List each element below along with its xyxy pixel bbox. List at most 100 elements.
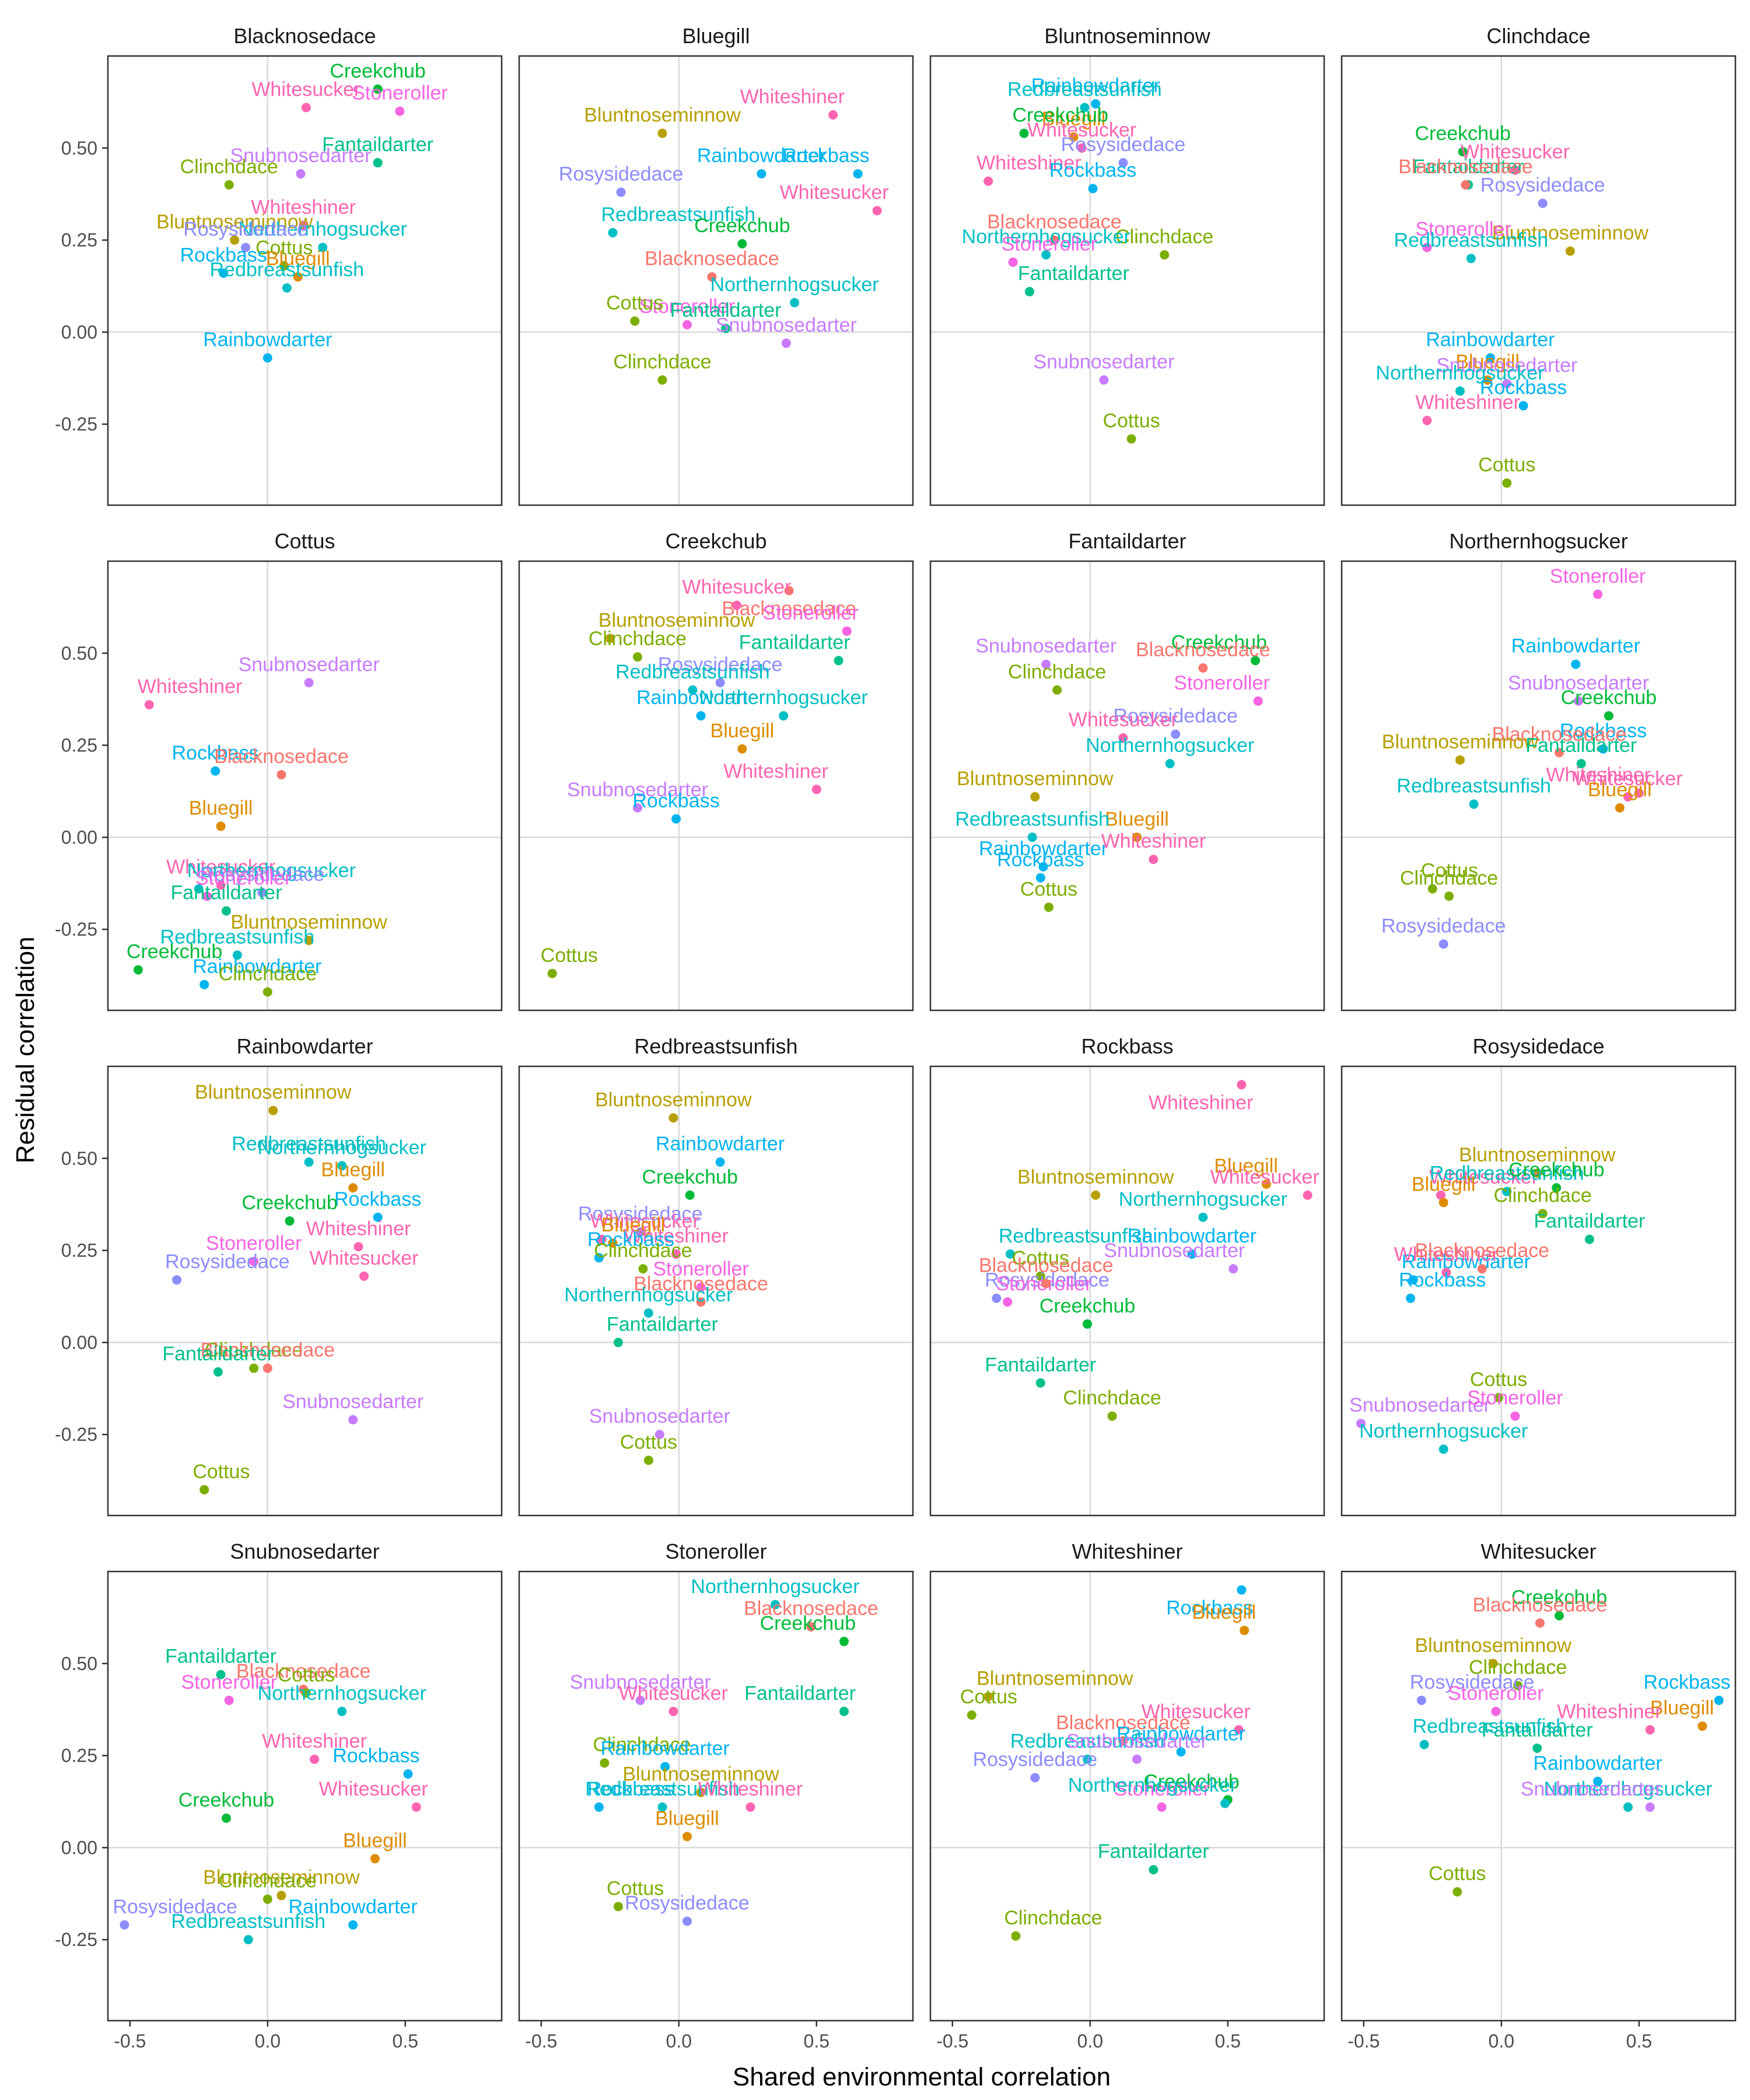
point-label: Creekchub	[1508, 1158, 1604, 1181]
point-creekchub	[1458, 147, 1468, 157]
point-whitesucker	[732, 600, 741, 610]
x-tick-label: -0.5	[525, 2031, 557, 2052]
point-label: Snubnosedarter	[1033, 351, 1174, 373]
point-label: Redbreastsunfish	[955, 808, 1110, 830]
point-whitesucker	[301, 103, 311, 113]
panel-title: Rosysidedace	[1472, 1034, 1604, 1058]
panel-background	[519, 56, 913, 505]
point-whitesucker	[668, 1706, 678, 1716]
point-stoneroller	[1491, 1706, 1501, 1716]
point-label: Creekchub	[1561, 687, 1657, 709]
point-whiteshiner	[1645, 1725, 1655, 1735]
point-cottus	[1035, 1271, 1045, 1281]
point-label: Snubnosedarter	[1521, 1778, 1662, 1800]
panel-blacknosedace: Blacknosedace CreekchubStonerollerWhitesu…	[107, 24, 503, 506]
panel-background	[519, 1572, 913, 2021]
point-blacknosedace	[806, 1622, 816, 1632]
point-rainbowdarter	[715, 1157, 725, 1167]
point-label: Clinchdace	[1115, 226, 1213, 248]
point-clinchdace	[224, 180, 234, 190]
point-bluntnoseminnow	[268, 1105, 278, 1115]
point-cottus	[547, 968, 557, 978]
point-stoneroller	[1003, 1297, 1013, 1307]
point-rosysidedace	[1416, 1695, 1426, 1705]
point-label: Rosysidedace	[183, 218, 308, 240]
point-label: Cottus	[620, 1431, 677, 1453]
point-cottus	[200, 1485, 209, 1494]
point-label: Snubnosedarter	[567, 779, 708, 801]
point-blacknosedace	[1554, 748, 1564, 758]
panel-background	[1342, 56, 1735, 505]
point-blacknosedace	[784, 586, 794, 596]
point-bluegill	[1132, 832, 1142, 842]
point-whiteshiner	[1441, 1268, 1451, 1278]
y-tick-label: 0.25	[61, 1745, 97, 1766]
point-label: Rosysidedace	[1410, 1671, 1535, 1693]
point-label: Whitesucker	[319, 1778, 428, 1800]
point-label: Stoneroller	[1467, 1387, 1563, 1409]
point-label: Cottus	[960, 1686, 1017, 1708]
point-stoneroller	[395, 106, 405, 116]
point-label: Rosysidedace	[1480, 174, 1605, 196]
panel-background	[930, 1066, 1324, 1516]
point-bluntnoseminnow	[1091, 1190, 1101, 1200]
point-label: Snubnosedarter	[570, 1671, 711, 1693]
point-bluegill	[1438, 1198, 1448, 1208]
point-whitesucker	[1234, 1725, 1244, 1735]
point-northernhogsucker	[1220, 1798, 1230, 1808]
point-label: Clinchdace	[1063, 1387, 1161, 1409]
panel-border	[107, 55, 503, 506]
point-creekchub	[1554, 1611, 1564, 1620]
point-label: Northernhogsucker	[187, 860, 356, 882]
y-tick-label: 0.50	[61, 1148, 97, 1169]
point-fantaildarter	[216, 1670, 226, 1679]
point-label: Clinchdace	[613, 351, 711, 373]
point-blacknosedace	[707, 272, 717, 282]
point-bluegill	[1240, 1625, 1250, 1635]
point-rainbowdarter	[1485, 353, 1495, 363]
point-label: Fantaildarter	[1482, 1719, 1593, 1741]
point-label: Creekchub	[242, 1192, 337, 1214]
point-label: Redbreastsunfish	[1007, 78, 1162, 100]
panel-clinchdace: Clinchdace CreekchubWhitesuckerFantaildar…	[1340, 24, 1737, 506]
point-label: Northernhogsucker	[1068, 1774, 1237, 1797]
panel-border	[107, 560, 503, 1012]
point-label: Blacknosedace	[645, 248, 779, 270]
point-label: Creekchub	[127, 941, 222, 963]
point-rosysidedace	[1118, 158, 1128, 168]
x-tick-label: 0.5	[1626, 2031, 1652, 2052]
y-axis-ticks: -0.25 0.00 0.25 0.50 -0.25 0.00 0.25 0.50 -0.25 0…	[55, 138, 108, 1950]
point-redbreastsunfish	[1419, 1740, 1429, 1749]
point-label: Bluegill	[1192, 1601, 1256, 1623]
y-tick-label: 0.00	[61, 827, 97, 848]
point-clinchdace	[249, 1363, 259, 1373]
point-rainbowdarter	[1408, 1275, 1418, 1285]
x-tick-label: -0.5	[936, 2031, 968, 2052]
point-label: Rosysidedace	[578, 1203, 703, 1225]
point-creekchub	[737, 239, 747, 249]
point-bluegill	[682, 1832, 692, 1842]
point-label: Stoneroller	[1174, 672, 1269, 694]
point-rockbass	[211, 766, 220, 776]
point-label: Clinchdace	[205, 1339, 303, 1362]
panel-title: Northernhogsucker	[1449, 529, 1628, 553]
y-tick-label: 0.50	[61, 138, 97, 159]
panel-border	[929, 1570, 1325, 2022]
x-tick-label: 0.0	[1077, 2031, 1103, 2052]
point-stoneroller	[1422, 243, 1432, 253]
point-label: Redbreastsunfish	[585, 1778, 740, 1800]
point-label: Snubnosedarter	[1508, 672, 1649, 694]
point-label: Clinchdace	[1008, 661, 1106, 683]
point-label: Fantaildarter	[607, 1313, 718, 1335]
point-bluegill	[1698, 1721, 1707, 1731]
point-label: Northernhogsucker	[1119, 1188, 1287, 1210]
point-creekchub	[1250, 656, 1260, 666]
point-snubnosedarter	[1132, 1754, 1142, 1764]
point-label: Blacknosedace	[744, 1598, 878, 1620]
point-label: Blacknosedace	[1136, 639, 1270, 661]
point-label: Stoneroller	[1550, 565, 1646, 587]
point-label: Rockbass	[997, 849, 1084, 871]
